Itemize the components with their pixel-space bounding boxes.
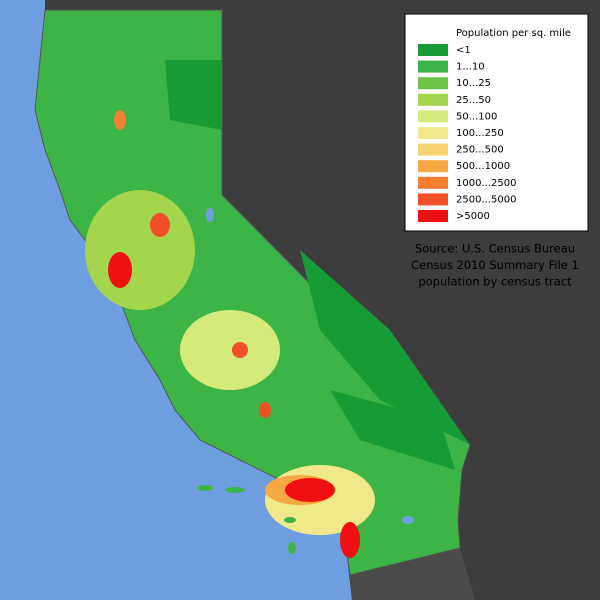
density-patch — [340, 522, 360, 558]
legend-swatch — [418, 77, 448, 90]
source-line: Source: U.S. Census Bureau — [415, 242, 575, 256]
legend-label: 2500...5000 — [456, 194, 516, 205]
density-patch — [108, 252, 132, 288]
legend-swatch — [418, 93, 448, 106]
island — [197, 485, 213, 491]
ocean — [0, 0, 352, 600]
source-line: Census 2010 Summary File 1 — [411, 258, 579, 272]
island — [225, 487, 245, 493]
legend-swatch — [418, 110, 448, 123]
legend-swatch — [418, 210, 448, 222]
density-patch — [285, 478, 335, 502]
legend-swatch — [418, 193, 448, 206]
lake — [402, 516, 414, 524]
legend-swatch — [418, 44, 448, 56]
mexico — [350, 548, 475, 600]
density-patch — [150, 213, 170, 237]
lake — [206, 208, 214, 222]
legend-swatch — [418, 143, 448, 156]
legend-label: 50...100 — [456, 111, 497, 122]
sparse-region — [300, 250, 470, 445]
legend-label: 1000...2500 — [456, 178, 516, 189]
legend-label: <1 — [456, 45, 471, 56]
legend-title: Population per sq. mile — [456, 28, 571, 39]
legend-label: >5000 — [456, 211, 490, 222]
source-line: population by census tract — [418, 275, 572, 289]
island — [288, 542, 296, 554]
density-patch — [232, 342, 248, 358]
density-patch — [85, 190, 195, 310]
legend-swatch — [418, 176, 448, 189]
sparse-region — [165, 60, 222, 130]
legend-label: 1...10 — [456, 62, 485, 73]
legend-label: 250...500 — [456, 145, 504, 156]
legend-swatch — [418, 160, 448, 173]
legend-label: 100...250 — [456, 128, 504, 139]
legend-label: 10...25 — [456, 78, 491, 89]
legend: Population per sq. mile <1 1...10 10...25 2… — [404, 13, 589, 232]
legend-label: 500...1000 — [456, 161, 510, 172]
legend-swatch — [418, 127, 448, 139]
sparse-region — [330, 390, 455, 470]
islands — [197, 485, 296, 554]
legend-label: 25...50 — [456, 95, 491, 106]
density-patch — [180, 310, 280, 390]
legend-swatch — [418, 60, 448, 73]
island — [284, 517, 296, 523]
source-note: Source: U.S. Census Bureau Census 2010 Su… — [411, 242, 579, 289]
density-regions — [85, 60, 470, 558]
density-patch — [114, 110, 126, 130]
density-patch — [259, 402, 271, 418]
